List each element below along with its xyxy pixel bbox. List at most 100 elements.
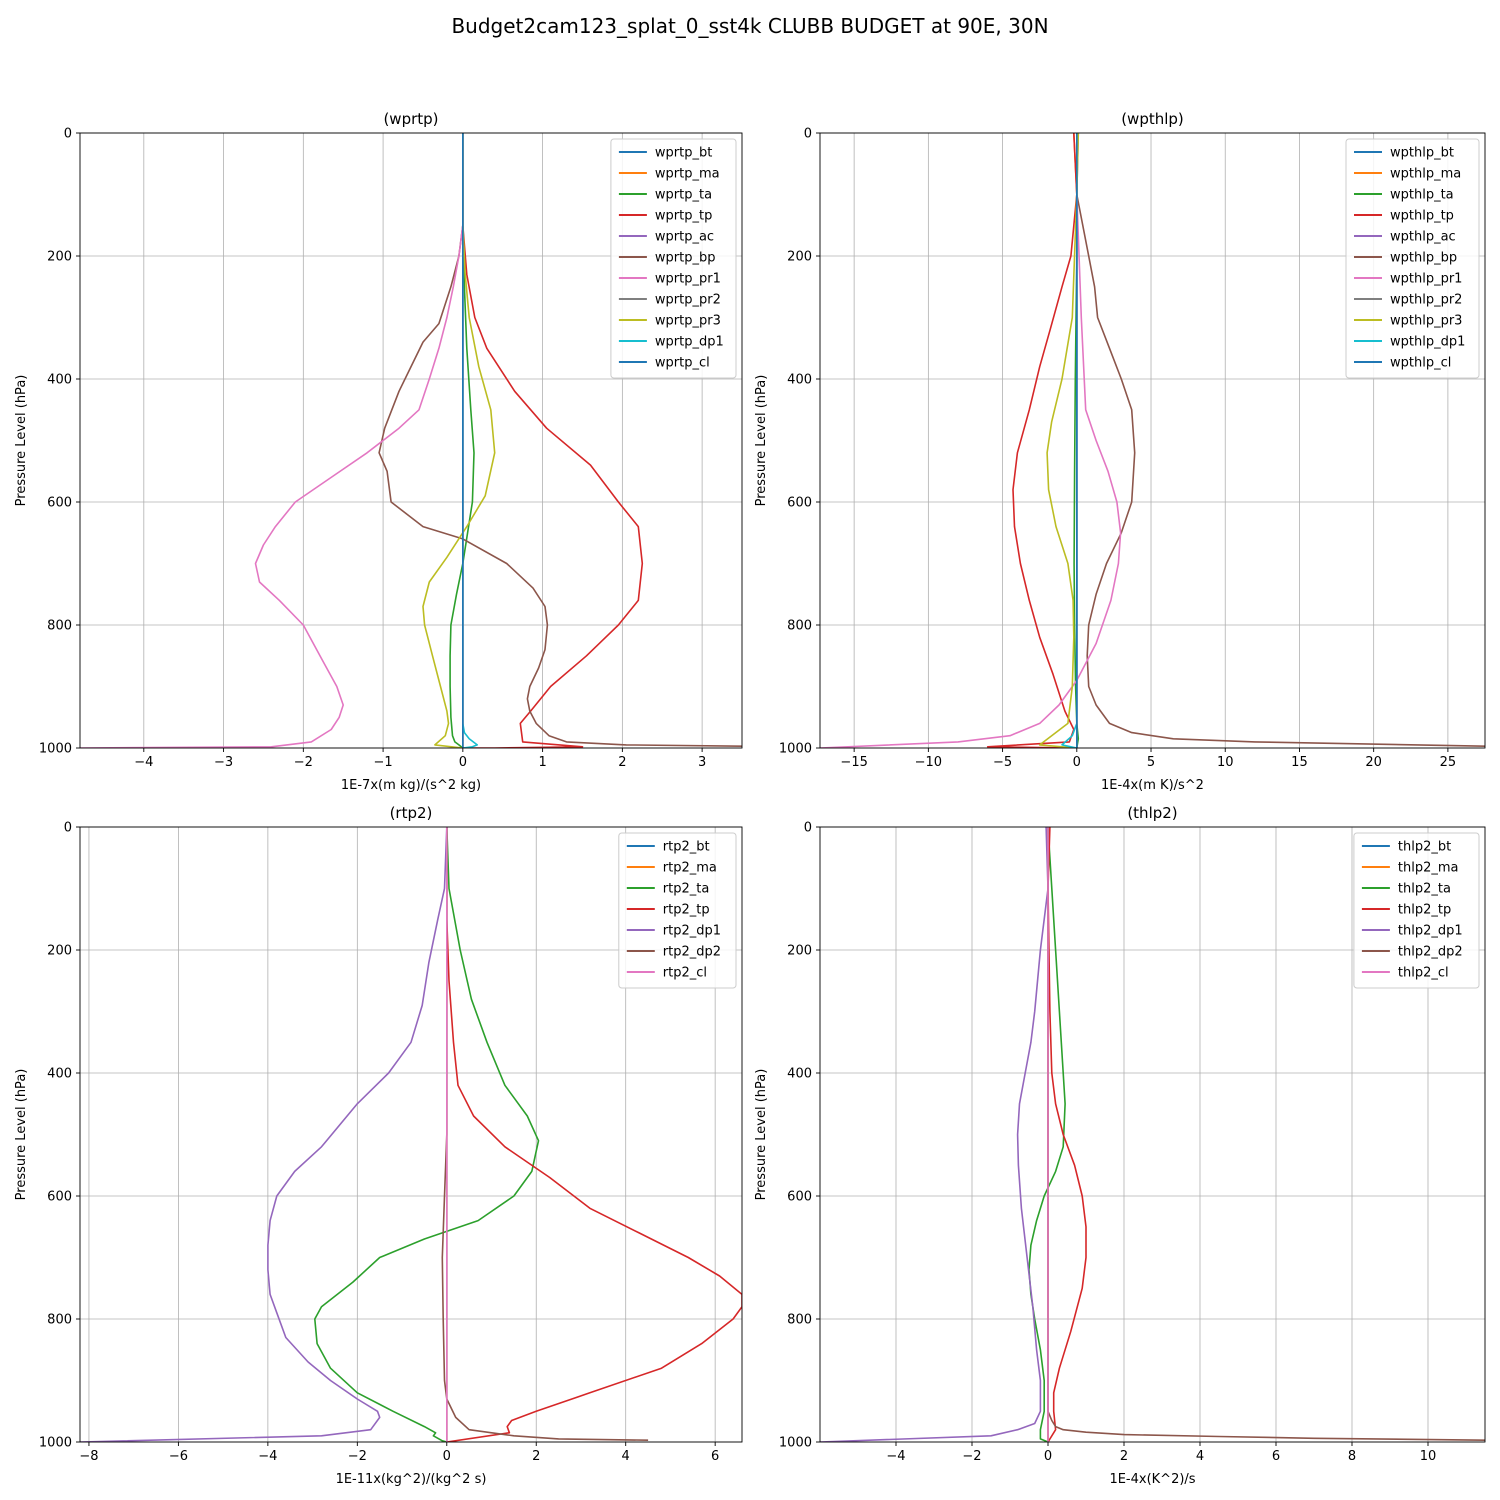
x-axis-label: 1E-4x(m K)/s^2: [1101, 778, 1204, 793]
y-axis-label: Pressure Level (hPa): [754, 1069, 769, 1201]
legend-entry: wprtp_pr2: [655, 293, 721, 308]
x-tick-label: 0: [1073, 755, 1081, 770]
legend-entry: wprtp_dp1: [655, 335, 724, 350]
series-line-wprtp_bp: [378, 133, 742, 747]
subplot-title: (wprtp): [383, 110, 438, 128]
y-tick-label: 200: [787, 944, 812, 959]
legend: wpthlp_bt wpthlp_ma wpthlp_ta wpthlp_tpwpth…: [1345, 138, 1480, 379]
y-tick-label: 600: [47, 1190, 72, 1205]
legend-entry: rtp2_ta: [663, 882, 710, 897]
x-tick-label: 20: [1365, 755, 1382, 770]
x-axis-label: 1E-4x(K^2)/s: [1109, 1472, 1195, 1487]
series-lines: [80, 827, 742, 1442]
y-tick-label: 1000: [779, 1436, 812, 1451]
y-tick-label: 1000: [39, 742, 72, 757]
x-tick-label: 0: [443, 1449, 451, 1464]
x-tick-label: 1: [538, 755, 546, 770]
legend-entry: wpthlp_tp: [1390, 209, 1454, 224]
x-tick-label: −4: [134, 755, 153, 770]
subplot-title: (rtp2): [390, 804, 433, 822]
x-tick-label: −4: [886, 1449, 905, 1464]
legend-entry: thlp2_cl: [1398, 966, 1449, 981]
figure-title: Budget2cam123_splat_0_sst4k CLUBB BUDGET…: [451, 14, 1049, 38]
series-line-thlp2_dp2: [1047, 827, 1485, 1441]
series-line-rtp2_tp: [445, 827, 742, 1442]
y-tick-label: 0: [64, 127, 72, 142]
series-line-rtp2_dp2: [441, 827, 649, 1441]
x-tick-label: 6: [1272, 1449, 1280, 1464]
legend-entry: thlp2_dp1: [1398, 924, 1463, 939]
legend-entry: rtp2_tp: [663, 903, 710, 918]
legend-entry: wpthlp_ta: [1390, 188, 1454, 203]
legend: thlp2_bt thlp2_ma thlp2_ta thlp2_tp thlp2_dp…: [1353, 832, 1480, 989]
x-tick-label: 0: [459, 755, 467, 770]
series-line-wprtp_pr3: [422, 133, 496, 748]
subplot-1: −4 −3 −2 −1 0 1 2 3 0 200 400 600 800 1000 (wprtp) 1E-7…: [14, 110, 743, 793]
x-axis-label: 1E-11x(kg^2)/(kg^2 s): [336, 1472, 487, 1487]
x-tick-label: −4: [258, 1449, 277, 1464]
x-tick-label: 8: [1348, 1449, 1356, 1464]
x-tick-label: −2: [294, 755, 313, 770]
subplot-title: (thlp2): [1127, 804, 1177, 822]
y-tick-label: 600: [787, 1190, 812, 1205]
x-tick-label: −10: [915, 755, 942, 770]
subplot-3: −8 −6 −4 −2 0 2 4 6 0 200 400 600 800 1000 (rtp2) 1E-11…: [14, 804, 743, 1487]
legend-entry: thlp2_ta: [1398, 882, 1451, 897]
x-tick-label: 2: [618, 755, 626, 770]
legend-entry: thlp2_bt: [1398, 840, 1451, 855]
axes-frame: [819, 826, 1486, 1443]
legend-entry: wprtp_ac: [655, 230, 714, 245]
legend-entry: wpthlp_pr2: [1390, 293, 1462, 308]
legend-box: [618, 832, 737, 989]
x-axis-label: 1E-7x(m kg)/(s^2 kg): [341, 778, 481, 793]
y-tick-label: 400: [787, 1067, 812, 1082]
legend-entry: wprtp_pr1: [655, 272, 721, 287]
legend-entry: wpthlp_pr1: [1390, 272, 1462, 287]
series-line-thlp2_dp1: [820, 827, 1049, 1442]
legend-entry: wprtp_bp: [655, 251, 716, 266]
series-lines: [820, 827, 1485, 1442]
y-axis-label: Pressure Level (hPa): [754, 375, 769, 507]
x-tick-label: −15: [840, 755, 867, 770]
x-tick-label: 10: [1217, 755, 1234, 770]
x-tick-label: −3: [214, 755, 233, 770]
y-tick-label: 800: [787, 619, 812, 634]
legend: rtp2_bt rtp2_ma rtp2_ta rtp2_tp rtp2_dp1 rtp2…: [618, 832, 737, 989]
y-axis-label: Pressure Level (hPa): [14, 375, 29, 507]
y-tick-label: 800: [787, 1313, 812, 1328]
x-tick-label: 4: [1196, 1449, 1204, 1464]
series-line-wpthlp_pr3: [1038, 133, 1080, 748]
subplot-title: (wpthlp): [1121, 110, 1184, 128]
series-line-thlp2_tp: [1047, 827, 1087, 1442]
axes-frame: [79, 132, 743, 749]
legend-entry: wprtp_tp: [655, 209, 712, 224]
legend-entry: rtp2_ma: [663, 861, 717, 876]
legend-entry: wprtp_ma: [655, 167, 720, 182]
legend-entry: wprtp_pr3: [655, 314, 721, 329]
legend-box: [1353, 832, 1480, 989]
y-tick-label: 600: [787, 496, 812, 511]
legend-entry: rtp2_dp2: [663, 945, 721, 960]
y-tick-label: 600: [47, 496, 72, 511]
legend-entry: wpthlp_ac: [1390, 230, 1456, 245]
x-tick-label: 5: [1147, 755, 1155, 770]
legend-entry: wpthlp_ma: [1390, 167, 1461, 182]
y-tick-label: 200: [47, 250, 72, 265]
y-tick-label: 400: [787, 373, 812, 388]
series-line-wprtp_ta: [449, 133, 475, 748]
x-tick-label: 25: [1440, 755, 1457, 770]
series-line-wpthlp_tp: [986, 133, 1078, 748]
legend-entry: wprtp_bt: [655, 146, 712, 161]
legend: wprtp_bt wprtp_ma wprtp_ta wprtp_tp wprtp_ac…: [610, 138, 737, 379]
x-tick-label: 2: [532, 1449, 540, 1464]
x-tick-label: 6: [711, 1449, 719, 1464]
x-tick-label: −6: [169, 1449, 188, 1464]
y-tick-label: 1000: [779, 742, 812, 757]
legend-box: [1345, 138, 1480, 379]
legend-entry: wpthlp_cl: [1390, 356, 1451, 371]
series-line-wprtp_tp: [461, 133, 644, 748]
y-tick-label: 200: [787, 250, 812, 265]
legend-entry: thlp2_dp2: [1398, 945, 1463, 960]
legend-entry: rtp2_dp1: [663, 924, 721, 939]
